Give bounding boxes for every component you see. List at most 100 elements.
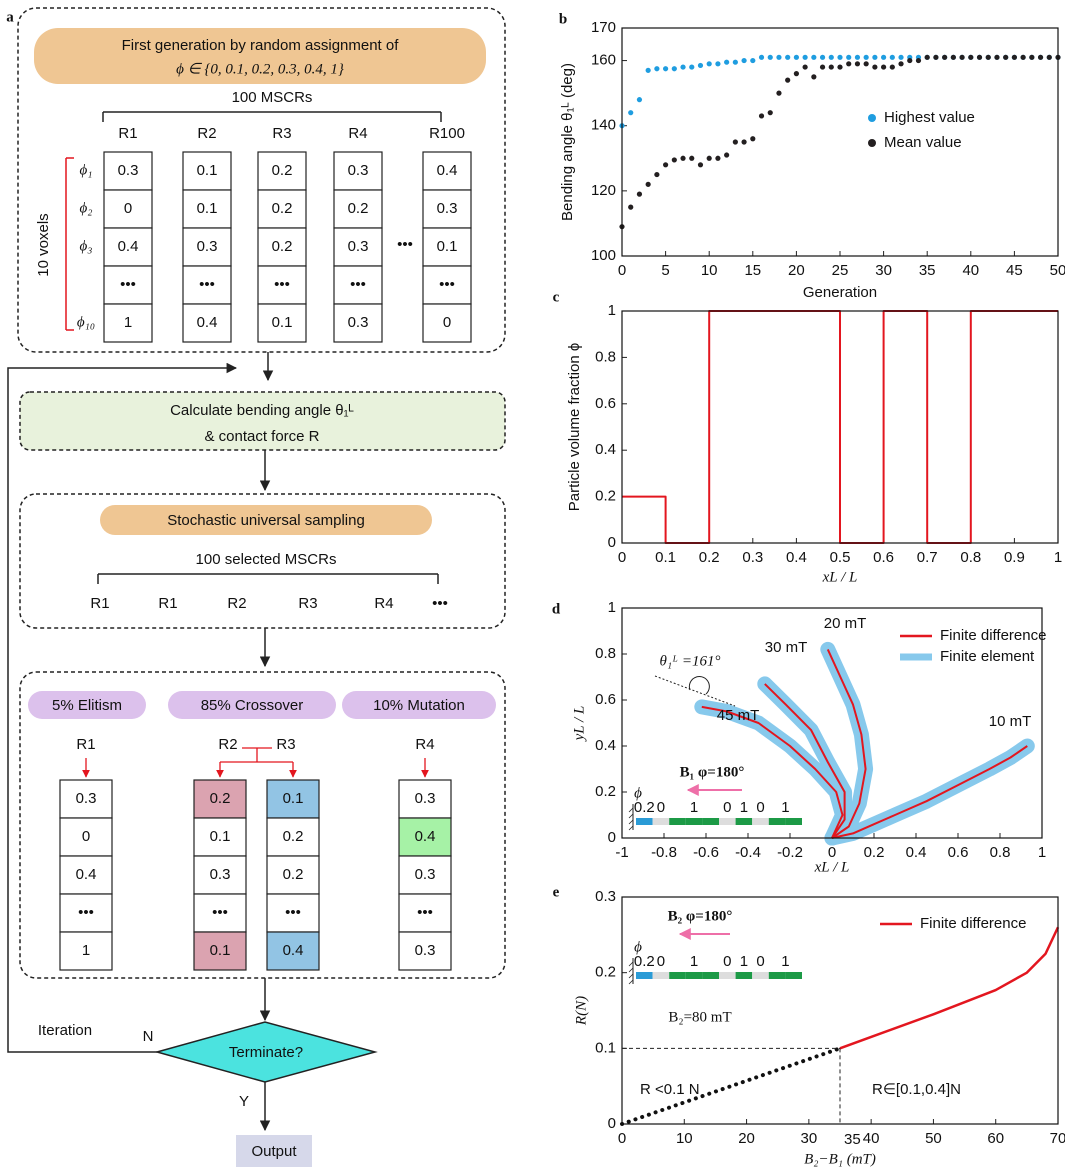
cell-value: 0.4	[437, 162, 458, 179]
y-tick-label: 0.2	[595, 783, 616, 800]
curve-label: 30 mT	[765, 639, 808, 656]
cell-value: 0	[124, 200, 132, 217]
x-tick-label: 5	[661, 262, 669, 279]
figure: abcdeFirst generation by random assignme…	[0, 0, 1065, 1172]
data-point	[1021, 55, 1026, 60]
inset-segment	[736, 972, 753, 979]
panel-label: b	[559, 11, 567, 27]
data-point	[733, 60, 738, 65]
decision-text: Terminate?	[229, 1044, 303, 1061]
cell-value: 0.4	[76, 866, 97, 883]
y-tick-label: 0	[608, 534, 616, 551]
data-point	[846, 55, 851, 60]
data-point	[925, 55, 930, 60]
selected-item: R4	[374, 595, 393, 612]
y-axis-label: R(N)	[573, 996, 589, 1026]
legend-label: Mean value	[884, 134, 962, 151]
cell-value: 0.3	[197, 238, 218, 255]
inset-label: 1	[690, 953, 698, 970]
panel-label: a	[6, 9, 14, 25]
data-point	[820, 64, 825, 69]
region-label: R∈[0.1,0.4]N	[872, 1081, 961, 1098]
y-tick-label: 0.2	[595, 964, 616, 981]
evaluate-text: Calculate bending angle θ₁ᴸ	[170, 402, 354, 419]
inset-label: 0	[657, 953, 665, 970]
x-tick-label: 0	[618, 549, 626, 566]
x-tick-label: 1	[1038, 844, 1046, 861]
yes-label: Y	[239, 1093, 249, 1110]
data-point	[794, 71, 799, 76]
x-tick-label: 40	[863, 1130, 880, 1147]
data-point	[837, 55, 842, 60]
x-tick-label: -0.8	[651, 844, 677, 861]
field-label: B₂ φ=180°	[668, 908, 733, 924]
cell-value: 0.1	[210, 828, 231, 845]
x-tick-label: 0.8	[990, 844, 1011, 861]
data-point	[680, 156, 685, 161]
data-point	[768, 55, 773, 60]
inset-label: 0	[657, 799, 665, 816]
x-tick-label: 10	[676, 1130, 693, 1147]
data-point	[811, 55, 816, 60]
data-point	[724, 152, 729, 157]
data-point	[1047, 55, 1052, 60]
data-point	[1012, 55, 1017, 60]
x-tick-label: 0.4	[906, 844, 927, 861]
x-tick-label: 0.4	[786, 549, 807, 566]
y-tick-label: 170	[591, 19, 616, 36]
y-tick-label: 0.2	[595, 488, 616, 505]
x-tick-label: 50	[1050, 262, 1065, 279]
data-point	[942, 55, 947, 60]
x-tick-label: -0.6	[693, 844, 719, 861]
cell-value: 0.1	[283, 790, 304, 807]
data-point	[1029, 55, 1034, 60]
data-line	[840, 927, 1058, 1048]
inset-label: 1	[690, 799, 698, 816]
rows-label: 10 voxels	[35, 213, 52, 276]
inset-wall	[629, 826, 633, 830]
data-point	[994, 55, 999, 60]
x-tick-label: 0.8	[960, 549, 981, 566]
data-point	[829, 64, 834, 69]
data-point	[646, 68, 651, 73]
data-point	[768, 110, 773, 115]
inset-segment	[686, 818, 703, 825]
cell-value: 0.2	[210, 790, 231, 807]
curve-label: 10 mT	[989, 713, 1032, 730]
data-point	[959, 55, 964, 60]
data-point	[846, 61, 851, 66]
cell-value: •••	[285, 904, 301, 921]
y-tick-label: 0.8	[595, 645, 616, 662]
inset-segment	[719, 972, 736, 979]
panel-label: e	[553, 884, 560, 900]
y-tick-label: 0	[608, 829, 616, 846]
operator-label: 5% Elitism	[52, 697, 122, 714]
inset-wall	[629, 814, 633, 818]
row-label: ϕ₃	[80, 238, 93, 254]
row-label: ϕ₂	[80, 200, 93, 216]
data-point	[733, 139, 738, 144]
y-tick-label: 140	[591, 117, 616, 134]
x-tick-label: 35	[919, 262, 936, 279]
cell-value: 0.3	[415, 866, 436, 883]
x-tick-label: 30	[801, 1130, 818, 1147]
init-set: ϕ ∈ {0, 0.1, 0.2, 0.3, 0.4, 1}	[176, 61, 344, 77]
inset-segment	[769, 972, 786, 979]
cell-value: 0.3	[210, 866, 231, 883]
cell-value: 0.2	[283, 866, 304, 883]
inset-segment	[653, 972, 670, 979]
data-point	[628, 110, 633, 115]
data-point	[803, 64, 808, 69]
x-axis-label: xL / L	[822, 569, 858, 585]
inset-wall	[629, 962, 633, 966]
cell-value: 0.2	[272, 162, 293, 179]
field-label: B₁ φ=180°	[680, 764, 745, 780]
inset-segment	[719, 818, 736, 825]
inset-label: 1	[781, 953, 789, 970]
inset-segment	[752, 972, 769, 979]
cell-value: 0.2	[272, 238, 293, 255]
cell-value: •••	[120, 276, 136, 293]
data-point	[663, 162, 668, 167]
region-label: R <0.1 N	[640, 1081, 700, 1098]
x-tick-label: -0.4	[735, 844, 761, 861]
